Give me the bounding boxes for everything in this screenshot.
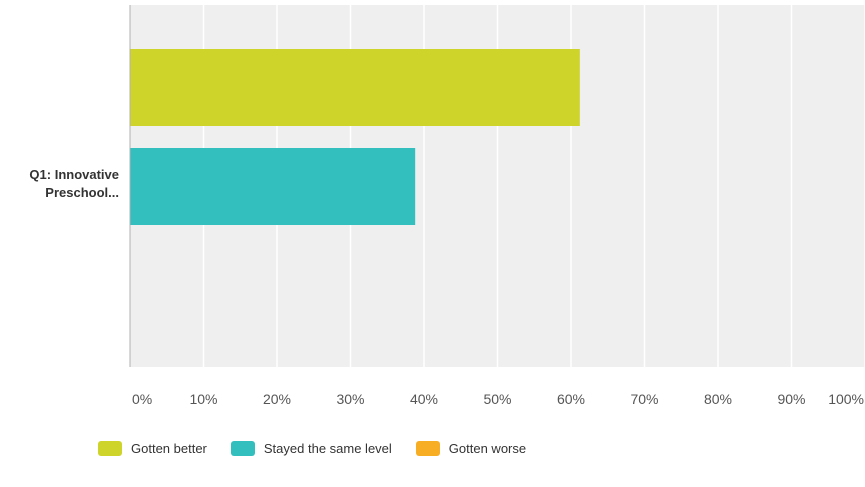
legend-swatch-stayed-same (230, 440, 255, 456)
category-label-line-2: Preschool... (45, 185, 119, 200)
x-tick-labels: 0% 10% 20% 30% 40% 50% 60% 70% 80% 90% 100% (132, 391, 864, 407)
x-tick-label: 50% (483, 391, 511, 407)
category-label: Q1: Innovative Preschool... (0, 166, 119, 202)
legend-label-gotten-better: Gotten better (131, 440, 207, 456)
legend-item-gotten-worse[interactable]: Gotten worse (415, 440, 527, 456)
legend-swatch-gotten-better (98, 440, 122, 456)
bar-stayed-the-same-level[interactable] (130, 148, 416, 225)
x-tick-label: 80% (704, 391, 732, 407)
x-tick-label: 10% (189, 391, 217, 407)
legend-label-gotten-worse: Gotten worse (448, 440, 527, 456)
x-tick-label: 20% (263, 391, 291, 407)
legend: Gotten better Stayed the same level Gott… (98, 438, 550, 458)
bars-group (130, 49, 580, 225)
x-tick-label: 60% (557, 391, 585, 407)
category-label-line-1: Q1: Innovative (29, 167, 119, 182)
x-tick-label: 90% (777, 391, 805, 407)
legend-item-stayed-same[interactable]: Stayed the same level (230, 440, 392, 456)
x-tick-label: 40% (410, 391, 438, 407)
x-tick-label: 70% (630, 391, 658, 407)
legend-item-gotten-better[interactable]: Gotten better (98, 440, 207, 456)
legend-swatch-gotten-worse (415, 440, 440, 456)
bar-gotten-better[interactable] (130, 49, 580, 126)
x-tick-label: 100% (828, 391, 864, 407)
x-tick-label: 30% (336, 391, 364, 407)
legend-label-stayed-same: Stayed the same level (263, 440, 392, 456)
x-tick-label: 0% (132, 391, 152, 407)
